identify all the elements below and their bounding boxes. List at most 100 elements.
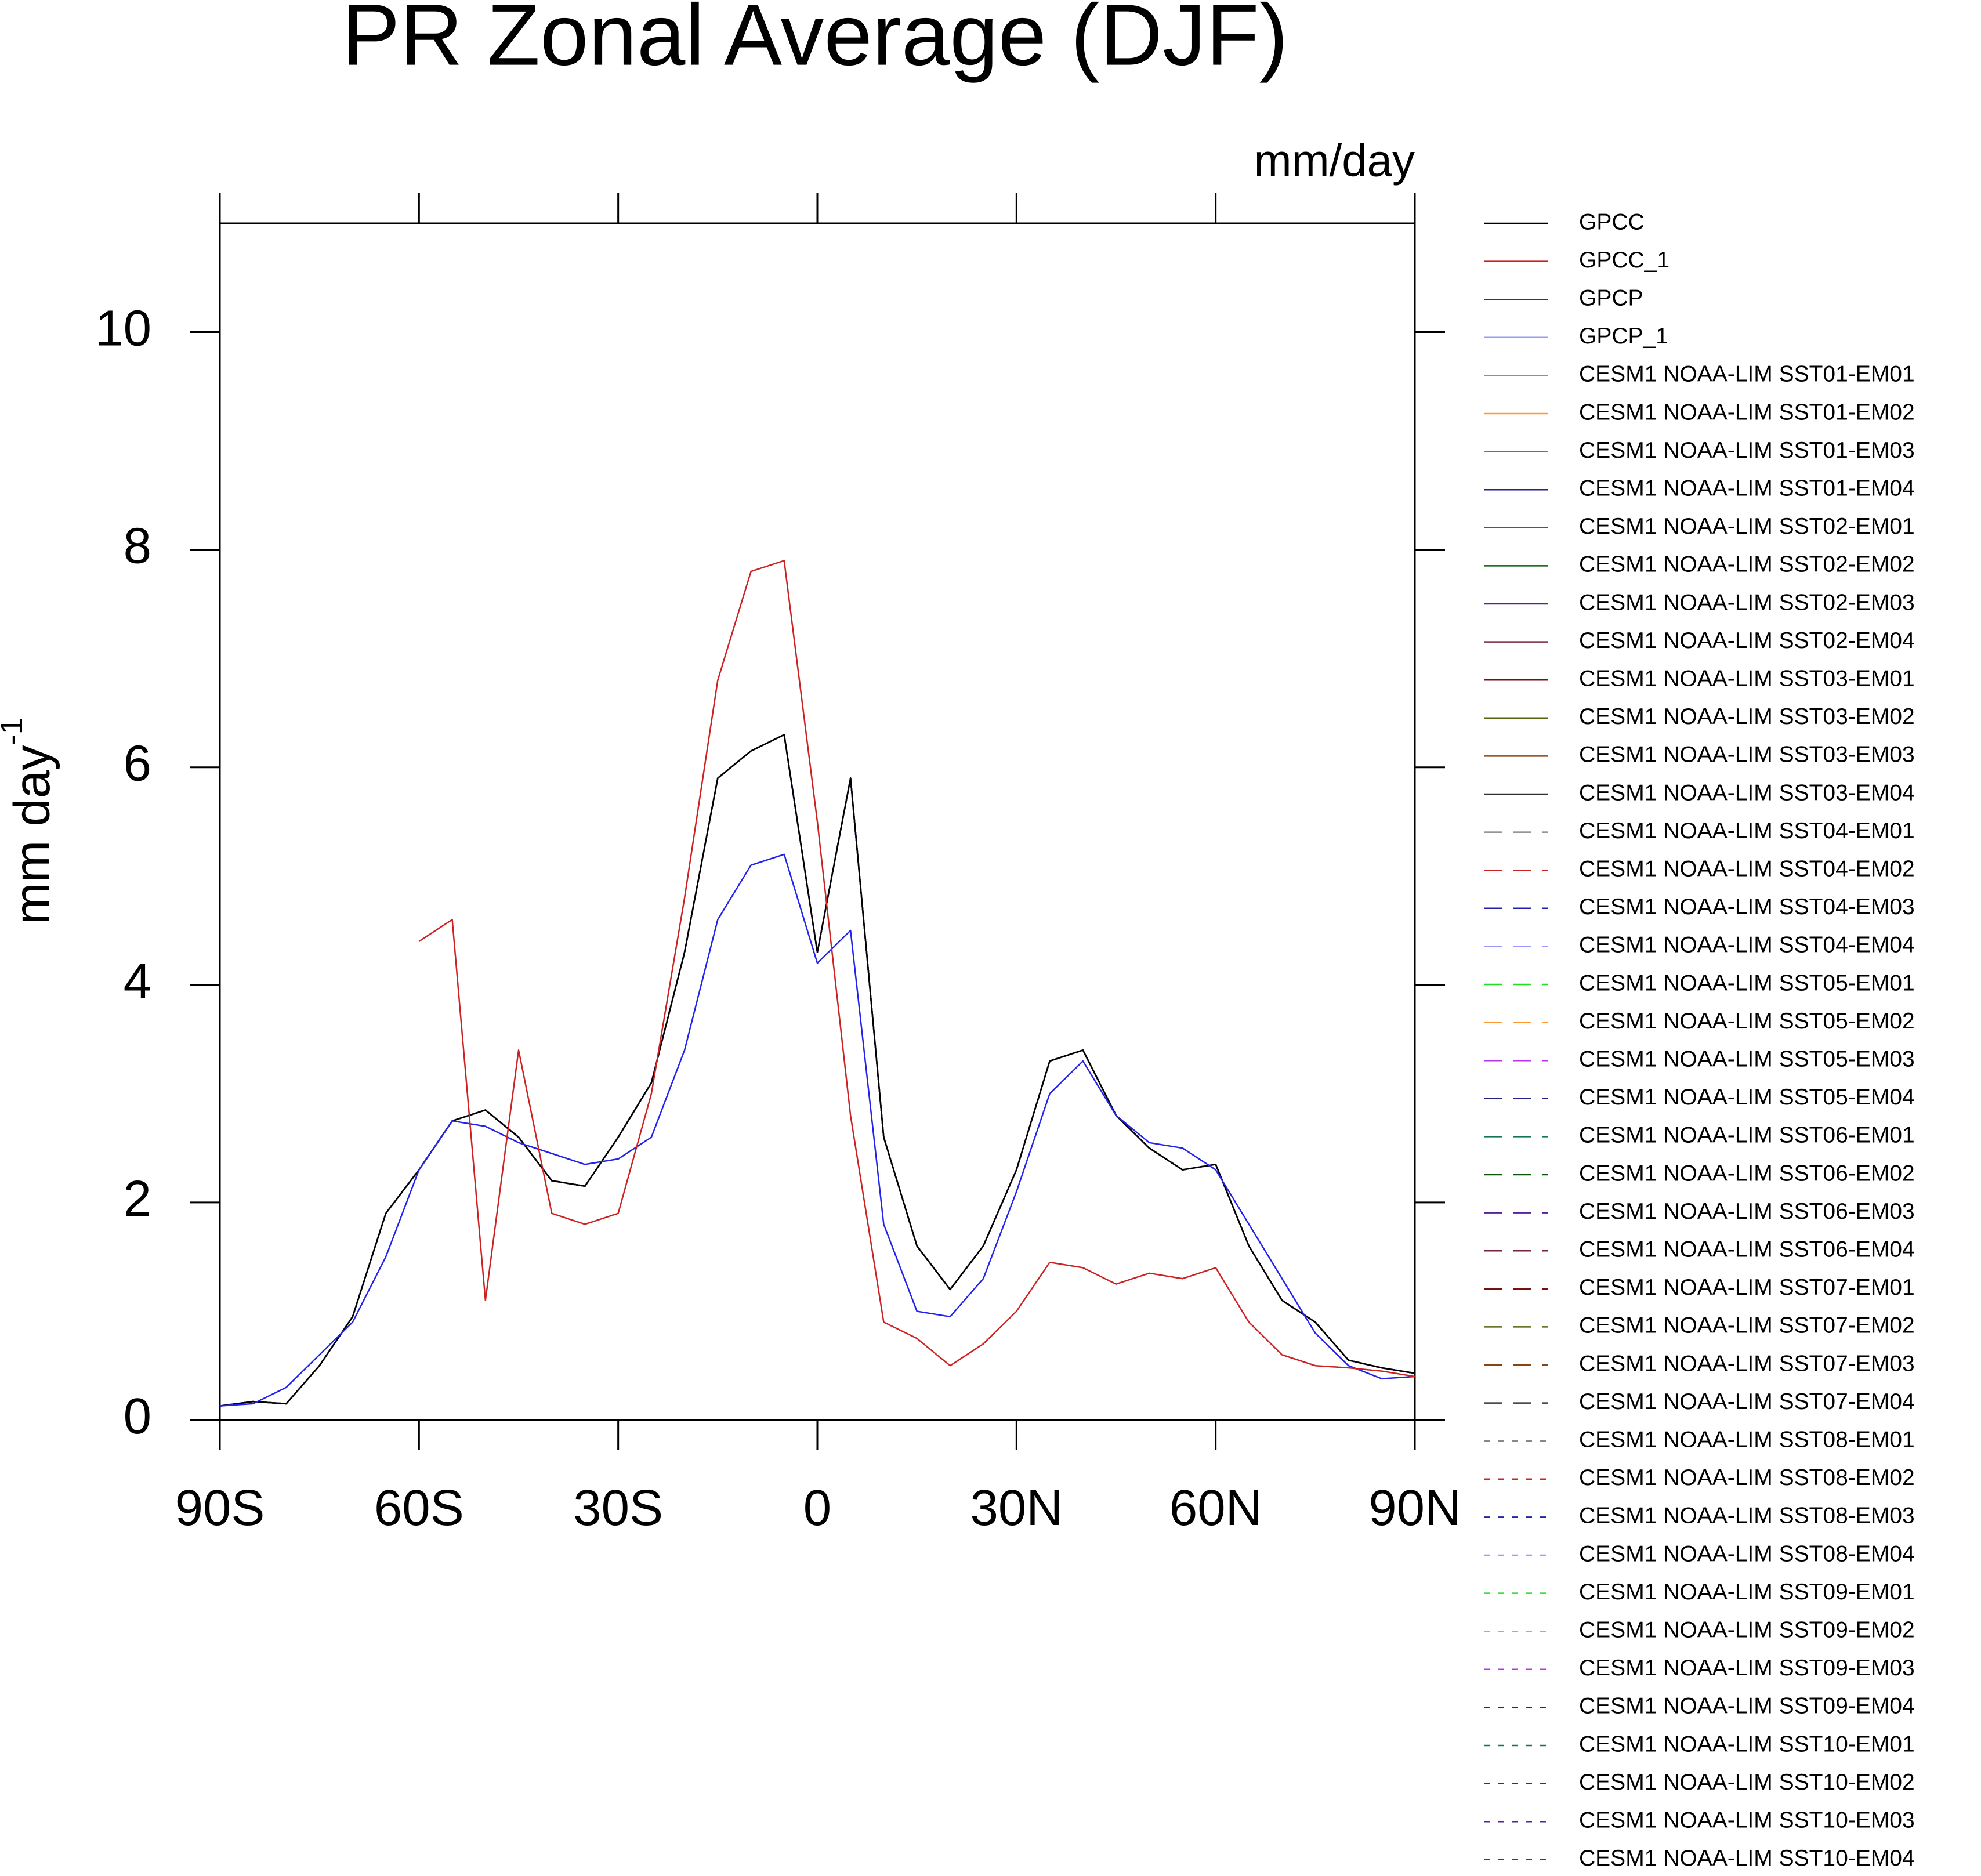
legend-label: CESM1 NOAA-LIM SST02-EM02: [1579, 552, 1915, 577]
series-line: [219, 734, 1415, 1407]
series-line: [219, 734, 1415, 1407]
legend-label: CESM1 NOAA-LIM SST06-EM01: [1579, 1123, 1915, 1148]
legend-label: CESM1 NOAA-LIM SST05-EM02: [1579, 1009, 1915, 1034]
series-line: [219, 734, 1415, 1407]
series-line: [219, 734, 1415, 1407]
legend-label: CESM1 NOAA-LIM SST06-EM04: [1579, 1237, 1915, 1262]
series-line: [219, 734, 1415, 1407]
series-line: [219, 734, 1415, 1407]
legend-label: CESM1 NOAA-LIM SST02-EM03: [1579, 590, 1915, 615]
plot-frame: [219, 222, 1416, 1421]
y-axis-label: mm day-1: [0, 717, 60, 924]
x-tick-label: 90N: [1368, 1480, 1461, 1536]
y-tick-label: 8: [124, 518, 151, 574]
chart-title: PR Zonal Average (DJF): [342, 0, 1288, 84]
legend-label: CESM1 NOAA-LIM SST03-EM03: [1579, 743, 1915, 767]
series-line: [219, 734, 1415, 1407]
y-axis-title-exponent: -1: [0, 717, 29, 745]
series-line: [219, 734, 1415, 1407]
series-line: [219, 734, 1415, 1407]
legend-label: CESM1 NOAA-LIM SST08-EM02: [1579, 1465, 1915, 1490]
legend-label: CESM1 NOAA-LIM SST08-EM04: [1579, 1541, 1915, 1566]
series-line: [219, 734, 1415, 1407]
x-tick-label: 60S: [374, 1480, 464, 1536]
legend-label: CESM1 NOAA-LIM SST09-EM03: [1579, 1656, 1915, 1681]
legend-label: CESM1 NOAA-LIM SST09-EM01: [1579, 1580, 1915, 1605]
legend: GPCC GPCC_1 GPCP GPCP_1 CESM1 NOAA-LIM SST01…: [1484, 209, 1915, 1871]
units-label: mm/day: [1254, 135, 1415, 186]
series-line: [219, 734, 1415, 1407]
y-tick-label: 10: [95, 300, 151, 357]
series-line: [219, 734, 1415, 1407]
series-line: [219, 734, 1415, 1407]
series-line: [219, 734, 1415, 1407]
x-tick-label: 0: [803, 1480, 831, 1536]
legend-label: CESM1 NOAA-LIM SST01-EM01: [1579, 362, 1915, 387]
legend-label: CESM1 NOAA-LIM SST01-EM04: [1579, 476, 1915, 501]
y-axis-title: mm day-1: [0, 717, 60, 924]
legend-label: CESM1 NOAA-LIM SST05-EM01: [1579, 970, 1915, 995]
series-line: [219, 734, 1415, 1407]
series-line: [219, 734, 1415, 1407]
legend-label: CESM1 NOAA-LIM SST01-EM03: [1579, 438, 1915, 463]
series-line: [219, 734, 1415, 1407]
y-tick-label: 6: [124, 736, 151, 792]
legend-label: CESM1 NOAA-LIM SST06-EM03: [1579, 1199, 1915, 1224]
legend-label: CESM1 NOAA-LIM SST09-EM02: [1579, 1617, 1915, 1642]
y-tick-label: 4: [124, 953, 151, 1009]
x-tick-label: 90S: [175, 1480, 265, 1536]
series-line: [219, 734, 1415, 1407]
legend-label: CESM1 NOAA-LIM SST10-EM03: [1579, 1808, 1915, 1832]
series-line: [219, 734, 1415, 1407]
series-line: [219, 734, 1415, 1407]
legend-label: CESM1 NOAA-LIM SST07-EM04: [1579, 1389, 1915, 1414]
legend-label: CESM1 NOAA-LIM SST03-EM02: [1579, 704, 1915, 729]
series-line: [219, 734, 1415, 1407]
y-tick-label: 0: [124, 1388, 151, 1444]
x-tick-label: 30S: [573, 1480, 663, 1536]
series-line: [219, 734, 1415, 1407]
series-line: [219, 734, 1415, 1407]
y-axis-title-text: mm day: [4, 745, 60, 925]
series-line: [219, 734, 1415, 1407]
legend-label: GPCP_1: [1579, 324, 1668, 349]
series-line: [219, 734, 1415, 1407]
series-line: [219, 734, 1415, 1407]
series-line: [219, 734, 1415, 1407]
series-line: [219, 853, 1415, 1407]
legend-label: CESM1 NOAA-LIM SST04-EM04: [1579, 933, 1915, 958]
legend-label: CESM1 NOAA-LIM SST10-EM02: [1579, 1770, 1915, 1795]
series-line: [418, 560, 1415, 1378]
legend-label: CESM1 NOAA-LIM SST05-EM04: [1579, 1085, 1915, 1110]
series-line: [219, 734, 1415, 1407]
legend-label: CESM1 NOAA-LIM SST09-EM04: [1579, 1694, 1915, 1719]
series-line: [219, 734, 1415, 1407]
legend-label: CESM1 NOAA-LIM SST01-EM02: [1579, 400, 1915, 425]
series-line: [219, 734, 1415, 1407]
legend-label: CESM1 NOAA-LIM SST08-EM03: [1579, 1504, 1915, 1529]
legend-label: CESM1 NOAA-LIM SST07-EM01: [1579, 1275, 1915, 1300]
legend-label: CESM1 NOAA-LIM SST08-EM01: [1579, 1427, 1915, 1452]
legend-label: GPCC: [1579, 209, 1645, 234]
x-tick-label: 30N: [970, 1480, 1063, 1536]
series-line: [219, 734, 1415, 1407]
series-line: [219, 734, 1415, 1407]
series-line: [219, 734, 1415, 1407]
legend-label: CESM1 NOAA-LIM SST05-EM03: [1579, 1046, 1915, 1071]
series-line: [219, 734, 1415, 1407]
legend-label: CESM1 NOAA-LIM SST03-EM04: [1579, 780, 1915, 805]
legend-label: CESM1 NOAA-LIM SST03-EM01: [1579, 666, 1915, 691]
legend-label: CESM1 NOAA-LIM SST07-EM03: [1579, 1351, 1915, 1376]
legend-label: CESM1 NOAA-LIM SST02-EM04: [1579, 628, 1915, 653]
series-line: [219, 734, 1415, 1407]
legend-label: CESM1 NOAA-LIM SST04-EM01: [1579, 819, 1915, 843]
legend-label: CESM1 NOAA-LIM SST06-EM02: [1579, 1161, 1915, 1186]
legend-label: GPCP: [1579, 285, 1643, 310]
legend-label: CESM1 NOAA-LIM SST04-EM02: [1579, 856, 1915, 881]
x-tick-label: 60N: [1169, 1480, 1262, 1536]
series-line: [219, 734, 1415, 1407]
legend-label: CESM1 NOAA-LIM SST10-EM01: [1579, 1732, 1915, 1757]
series-line: [219, 734, 1415, 1407]
